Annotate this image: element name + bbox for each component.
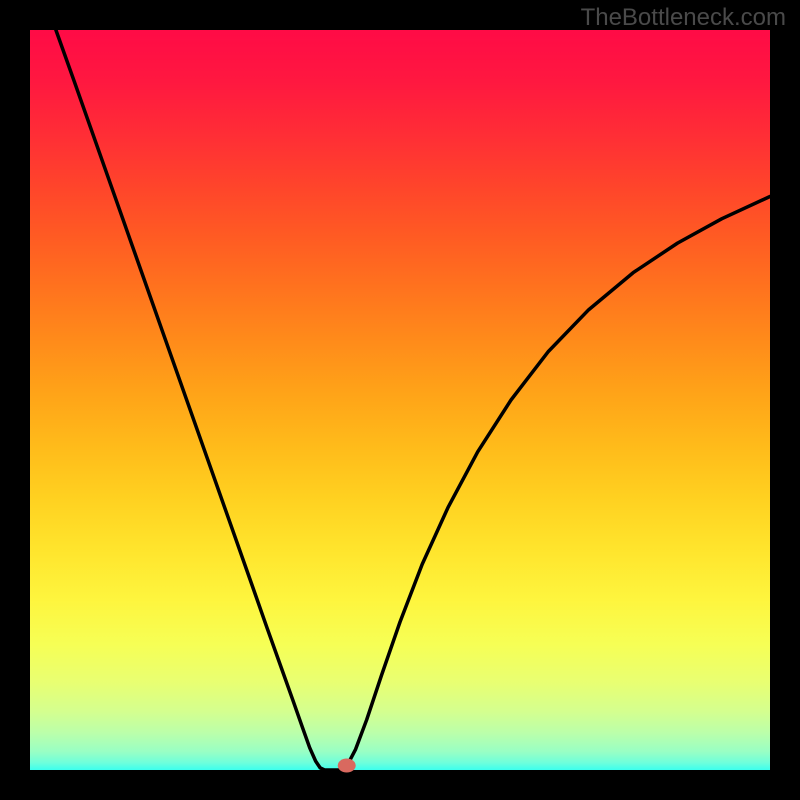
chart-container: TheBottleneck.com	[0, 0, 800, 800]
bottleneck-chart	[0, 0, 800, 800]
plot-background	[30, 30, 770, 770]
optimal-point-marker	[338, 759, 356, 773]
watermark-text: TheBottleneck.com	[581, 4, 786, 32]
